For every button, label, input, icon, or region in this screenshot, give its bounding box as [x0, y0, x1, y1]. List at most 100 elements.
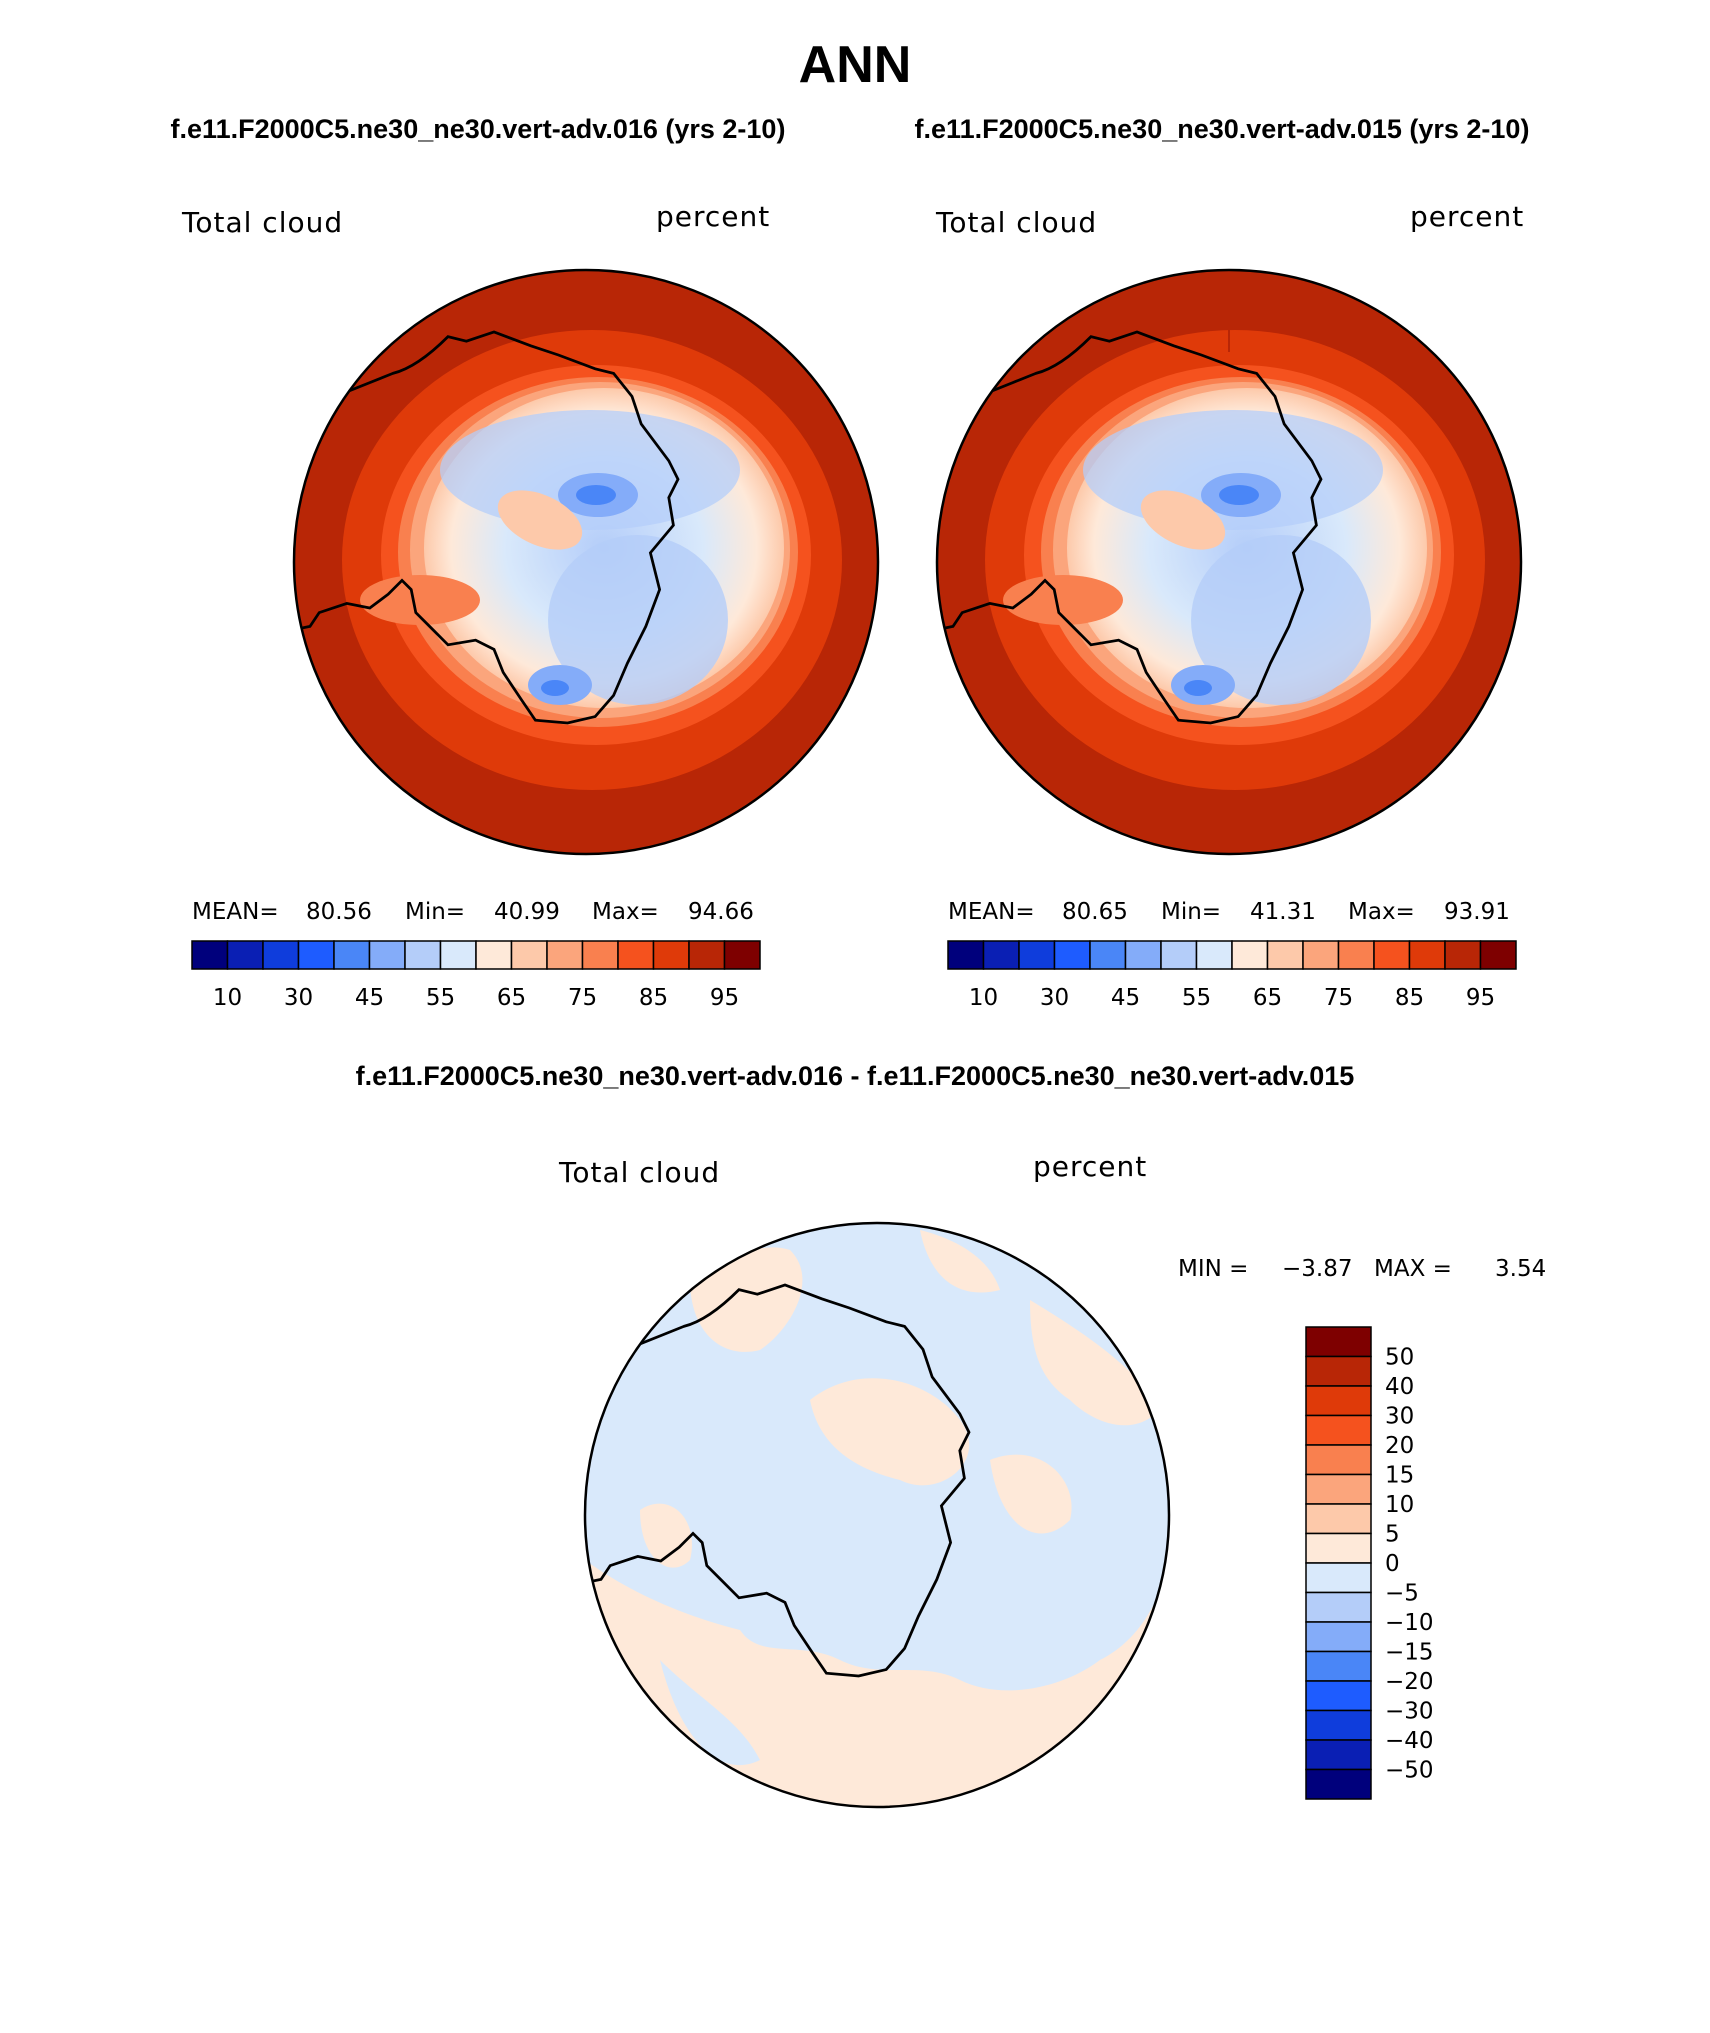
panel-c-min-value: −3.87	[1282, 1256, 1352, 1282]
colorbar-swatch	[1305, 1444, 1372, 1476]
colorbar-swatch	[581, 940, 619, 970]
colorbar-swatch	[1305, 1650, 1372, 1682]
colorbar-tick-label: 20	[1385, 1433, 1414, 1459]
colorbar-tick-label: 45	[1111, 985, 1140, 1011]
panel-a-map	[294, 270, 878, 854]
panel-b-min-label: Min=	[1161, 899, 1221, 925]
colorbar-tick-label: 65	[497, 985, 526, 1011]
colorbar-swatch	[1195, 940, 1233, 970]
colorbar-tick-label: 75	[568, 985, 597, 1011]
colorbar-swatch	[1305, 1503, 1372, 1535]
colorbar-swatch	[1305, 1680, 1372, 1712]
panel-b-colorbar-ticks: 10 30 45 55 65 75 85 95	[969, 985, 1495, 1011]
panel-c-units: percent	[1033, 1150, 1147, 1183]
colorbar-swatch	[982, 940, 1020, 970]
colorbar-swatch	[1124, 940, 1162, 970]
panel-b-units: percent	[1410, 200, 1524, 233]
colorbar-swatch	[1479, 940, 1517, 970]
colorbar-tick-label: 50	[1385, 1345, 1414, 1371]
panel-a-colorbar-ticks: 10 30 45 55 65 75 85 95	[213, 985, 739, 1011]
panel-c-min-label: MIN =	[1178, 1256, 1248, 1282]
left-case-title: f.e11.F2000C5.ne30_ne30.vert-adv.016 (yr…	[171, 114, 786, 144]
panel-b-max-value: 93.91	[1444, 899, 1510, 925]
difference-title: f.e11.F2000C5.ne30_ne30.vert-adv.016 - f…	[356, 1061, 1355, 1091]
colorbar-swatch	[297, 940, 335, 970]
colorbar-swatch	[1231, 940, 1269, 970]
colorbar-swatch	[723, 940, 761, 970]
colorbar-swatch	[1305, 1709, 1372, 1741]
colorbar-swatch	[404, 940, 442, 970]
figure-title: ANN	[799, 36, 912, 94]
colorbar-swatch	[546, 940, 584, 970]
colorbar-swatch	[617, 940, 655, 970]
colorbar-swatch	[652, 940, 690, 970]
colorbar-swatch	[1444, 940, 1482, 970]
colorbar-tick-label: 55	[426, 985, 455, 1011]
colorbar-swatch	[1305, 1326, 1372, 1358]
panel-c-max-value: 3.54	[1495, 1256, 1546, 1282]
colorbar-swatch	[475, 940, 513, 970]
colorbar-tick-label: 0	[1385, 1551, 1400, 1577]
colorbar-swatch	[1302, 940, 1340, 970]
panel-a-mean-label: MEAN=	[192, 899, 279, 925]
colorbar-swatch	[1053, 940, 1091, 970]
colorbar-swatch	[947, 940, 985, 970]
panel-a-max-value: 94.66	[688, 899, 754, 925]
panel-a-variable: Total cloud	[181, 206, 343, 239]
panel-b-min-value: 41.31	[1250, 899, 1316, 925]
panel-a-min-value: 40.99	[494, 899, 560, 925]
colorbar-tick-label: −15	[1385, 1640, 1434, 1666]
panel-b-map	[937, 270, 1521, 854]
colorbar-swatch	[1373, 940, 1411, 970]
panel-c-colorbar	[1305, 1326, 1372, 1800]
colorbar-swatch	[1305, 1473, 1372, 1505]
colorbar-tick-label: 30	[1385, 1404, 1414, 1430]
colorbar-tick-label: −50	[1385, 1758, 1434, 1784]
panel-a-min-label: Min=	[405, 899, 465, 925]
colorbar-swatch	[1089, 940, 1127, 970]
panel-c-map-border	[583, 1221, 1171, 1809]
panel-case-015: Total cloud percent MEAN= 80.65 Min=	[935, 200, 1524, 1011]
colorbar-swatch	[262, 940, 300, 970]
right-case-title: f.e11.F2000C5.ne30_ne30.vert-adv.015 (yr…	[915, 114, 1530, 144]
colorbar-swatch	[1305, 1414, 1372, 1446]
colorbar-tick-label: 10	[213, 985, 242, 1011]
colorbar-tick-label: 85	[1395, 985, 1424, 1011]
colorbar-swatch	[439, 940, 477, 970]
colorbar-tick-label: 95	[710, 985, 739, 1011]
colorbar-swatch	[1305, 1768, 1372, 1800]
colorbar-tick-label: 75	[1324, 985, 1353, 1011]
colorbar-swatch	[1305, 1621, 1372, 1653]
panel-difference: Total cloud percent MIN = −3.87 MAX = 3.…	[558, 1150, 1546, 1809]
colorbar-tick-label: 5	[1385, 1522, 1400, 1548]
panel-case-016: Total cloud percent MEAN= 80.56 Min=	[181, 200, 880, 1011]
panel-b-max-label: Max=	[1348, 899, 1415, 925]
colorbar-swatch	[1305, 1532, 1372, 1564]
colorbar-tick-label: 15	[1385, 1463, 1414, 1489]
colorbar-swatch	[1305, 1385, 1372, 1417]
colorbar-tick-label: 85	[639, 985, 668, 1011]
panel-a-units: percent	[656, 200, 770, 233]
panel-c-variable: Total cloud	[558, 1156, 720, 1189]
colorbar-swatch	[1160, 940, 1198, 970]
colorbar-tick-label: −30	[1385, 1699, 1434, 1725]
colorbar-swatch	[368, 940, 406, 970]
colorbar-tick-label: 40	[1385, 1374, 1414, 1400]
colorbar-swatch	[1305, 1591, 1372, 1623]
colorbar-tick-label: 55	[1182, 985, 1211, 1011]
panel-a-mean-value: 80.56	[306, 899, 372, 925]
panel-a-colorbar	[191, 940, 761, 970]
colorbar-swatch	[191, 940, 229, 970]
colorbar-swatch	[1018, 940, 1056, 970]
colorbar-swatch	[1305, 1562, 1372, 1594]
panel-b-variable: Total cloud	[935, 206, 1097, 239]
colorbar-tick-label: 10	[969, 985, 998, 1011]
colorbar-tick-label: 30	[1040, 985, 1069, 1011]
colorbar-tick-label: −40	[1385, 1728, 1434, 1754]
colorbar-tick-label: −5	[1385, 1581, 1419, 1607]
colorbar-swatch	[510, 940, 548, 970]
colorbar-swatch	[333, 940, 371, 970]
colorbar-tick-label: 30	[284, 985, 313, 1011]
colorbar-swatch	[1305, 1739, 1372, 1771]
